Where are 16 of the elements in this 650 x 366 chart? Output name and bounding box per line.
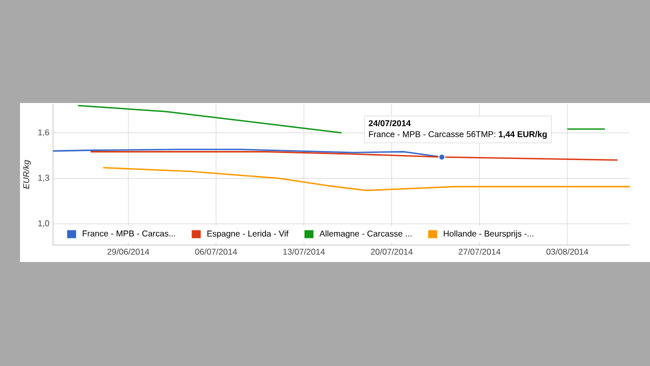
x-tick-label: 13/07/2014 — [283, 248, 325, 255]
x-tick-label: 27/07/2014 — [458, 248, 500, 255]
x-tick-label: 20/07/2014 — [370, 248, 413, 255]
y-tick-label: 1,0 — [38, 220, 50, 228]
legend-label: Hollande - Beursprijs -... — [444, 230, 534, 238]
annotation: 24/07/2014 — [368, 120, 411, 126]
x-tick-label: 06/07/2014 — [195, 248, 238, 255]
legend-label: Allemagne - Carcasse ... — [319, 230, 412, 238]
annotation: France - MPB - Carcasse 56TMP: 1,44 EUR/kg — [369, 130, 547, 139]
x-tick-label: 29/06/2014 — [107, 248, 150, 255]
y-tick-label: 1,6 — [38, 129, 50, 136]
y-axis-title: EUR/kg — [22, 160, 31, 189]
legend-label: Espagne - Lerida - Vif — [207, 230, 288, 238]
y-tick-label: 1,3 — [38, 174, 50, 182]
x-tick-label: 03/08/2014 — [546, 248, 588, 255]
legend-label: France - MPB - Carcas... — [82, 230, 175, 236]
